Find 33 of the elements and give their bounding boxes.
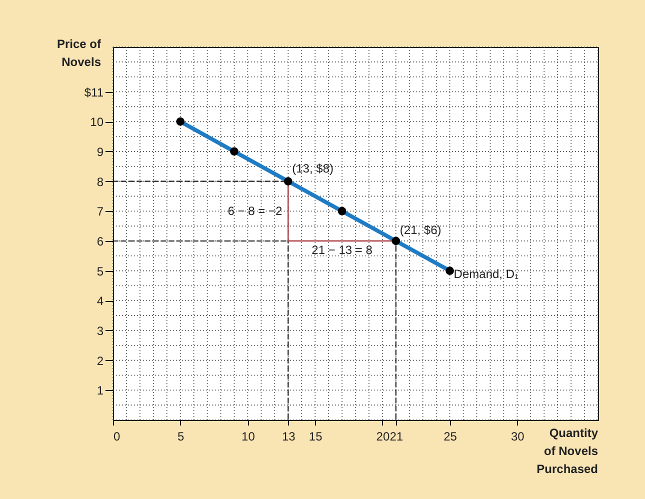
x-tick-label: 21 — [390, 430, 404, 444]
y-tick-label: 5 — [96, 264, 104, 278]
x-tick-label: 20 — [376, 430, 390, 444]
y-tick-label: 3 — [96, 324, 104, 338]
y-tick-label: 4 — [96, 294, 104, 308]
x-tick-label: 25 — [444, 430, 458, 444]
annotation: 21 − 13 = 8 — [312, 242, 373, 257]
y-tick-label: 2 — [96, 354, 104, 368]
x-tick-label: 5 — [178, 430, 185, 444]
x-tick-label: 0 — [114, 430, 120, 444]
point — [230, 147, 238, 156]
point — [176, 117, 185, 126]
y-tick-label: 1 — [96, 384, 104, 398]
y-tick-label: 6 — [96, 234, 104, 248]
point — [284, 177, 292, 186]
y-tick-label: $11 — [84, 85, 104, 100]
y-tick-label: 9 — [96, 144, 104, 159]
y-tick-label: 8 — [96, 174, 104, 189]
annotation: Demand, D₁ — [454, 266, 519, 281]
point — [392, 236, 400, 246]
y-axis-title: Price of Novels — [56, 37, 102, 69]
x-tick-label: 10 — [242, 430, 256, 444]
point — [338, 206, 346, 216]
y-tick-label: 10 — [90, 115, 104, 130]
annotation: (13, $8) — [292, 161, 334, 176]
annotation: (21, $6) — [400, 222, 442, 237]
y-tick-label: 7 — [96, 204, 104, 219]
point — [446, 266, 454, 275]
x-tick-label: 30 — [510, 430, 525, 444]
x-tick-label: 15 — [308, 430, 323, 444]
annotation: 6 − 8 = −2 — [228, 204, 282, 218]
x-tick-label: 13 — [282, 430, 296, 444]
x-axis-title: Quantity of Novels Purchased — [536, 426, 598, 476]
